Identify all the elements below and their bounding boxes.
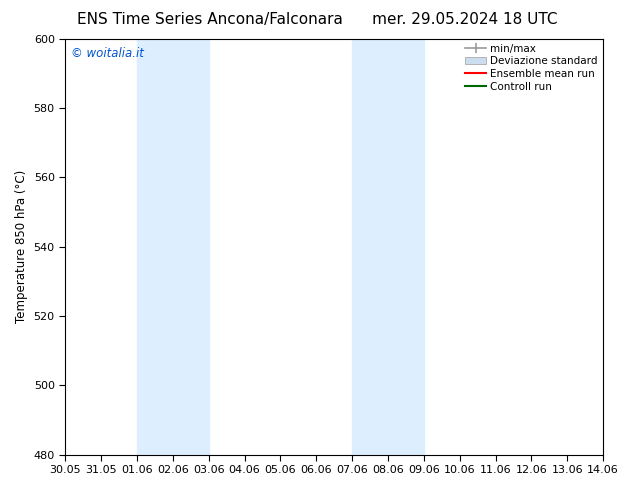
Text: ENS Time Series Ancona/Falconara      mer. 29.05.2024 18 UTC: ENS Time Series Ancona/Falconara mer. 29… (77, 12, 557, 27)
Text: © woitalia.it: © woitalia.it (70, 47, 143, 60)
Bar (137, 39, 209, 455)
Bar (352, 39, 424, 455)
Legend: min/max, Deviazione standard, Ensemble mean run, Controll run: min/max, Deviazione standard, Ensemble m… (462, 41, 601, 95)
Y-axis label: Temperature 850 hPa (°C): Temperature 850 hPa (°C) (15, 170, 28, 323)
